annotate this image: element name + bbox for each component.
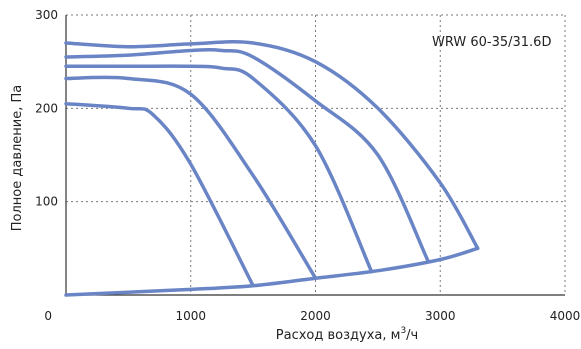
curves — [64, 40, 480, 297]
x-tick-label: 3000 — [425, 309, 456, 323]
series-line-1 — [64, 40, 480, 251]
y-tick-label: 300 — [35, 8, 58, 22]
x-axis-title: Расход воздуха, м3/ч — [276, 326, 418, 343]
series-line-4 — [64, 75, 318, 280]
x-tick-label: 1000 — [175, 309, 206, 323]
y-tick-label: 200 — [35, 101, 58, 115]
series-line-6 — [64, 246, 480, 297]
grid — [66, 14, 566, 295]
tick-labels: 0 1000 2000 3000 4000 100 200 300 — [35, 8, 580, 323]
x-tick-label: 4000 — [550, 309, 581, 323]
model-label: WRW 60-35/31.6D — [432, 35, 551, 50]
series-line-3 — [64, 64, 374, 274]
y-axis-title: Полное давление, Па — [10, 85, 25, 232]
y-tick-label: 100 — [35, 195, 58, 209]
series-line-2 — [64, 48, 430, 263]
series-line-5 — [64, 101, 255, 288]
x-tick-label: 2000 — [300, 309, 331, 323]
x-tick-label: 0 — [44, 309, 52, 323]
axes — [65, 15, 565, 296]
